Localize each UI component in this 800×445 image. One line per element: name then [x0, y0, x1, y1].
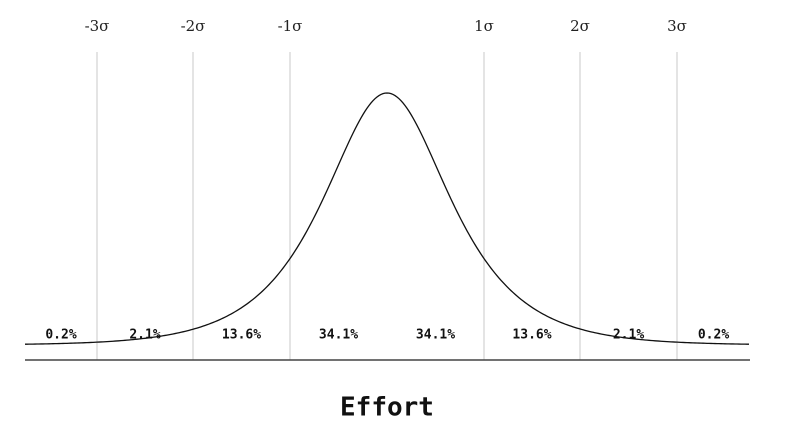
region-percent: 13.6% — [222, 328, 261, 343]
sigma-lines — [96, 52, 678, 360]
axis-label: Effort — [340, 393, 434, 423]
region-percent: 34.1% — [319, 328, 358, 343]
sigma-label: -1σ — [278, 17, 303, 35]
region-percent: 13.6% — [512, 328, 551, 343]
sigma-label: -3σ — [85, 17, 110, 35]
region-percent: 2.1% — [613, 328, 644, 343]
region-percent: 0.2% — [698, 328, 729, 343]
bell-curve — [24, 92, 750, 345]
sigma-label: 3σ — [667, 17, 687, 35]
sigma-label: -2σ — [181, 17, 206, 35]
sigma-label: 2σ — [570, 17, 590, 35]
region-percent: 0.2% — [45, 328, 76, 343]
region-percent: 2.1% — [129, 328, 160, 343]
labels: -3σ -2σ -1σ 1σ 2σ 3σ 0.2% 2.1% 13.6% 34.1% 34.1% 13… — [45, 17, 729, 343]
sigma-label: 1σ — [474, 17, 494, 35]
region-percent: 34.1% — [416, 328, 455, 343]
